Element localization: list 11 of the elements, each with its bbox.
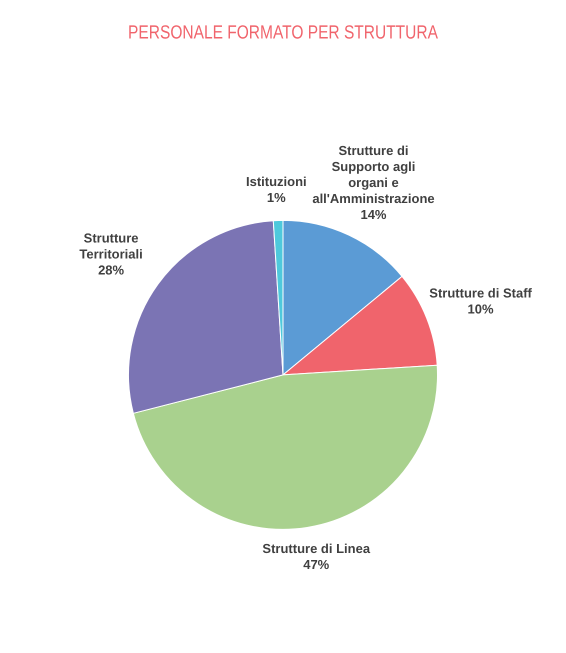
data-label: 10% [468,302,494,317]
slice-label: Strutture di Staff [429,286,533,301]
slice-label: Strutture Territoriali [79,230,143,262]
slice-label: Strutture di Supporto agli organi e all'Amministrazione [312,142,435,206]
data-label: 14% [360,206,387,222]
slice-label: Istituzioni [246,174,307,190]
chart-title: PERSONALE FORMATO PER STRUTTURA [128,21,438,44]
slice-label: Strutture di Linea [262,540,371,556]
data-label: 47% [303,556,330,572]
data-label: 1% [266,190,286,206]
data-label: 28% [98,262,125,278]
